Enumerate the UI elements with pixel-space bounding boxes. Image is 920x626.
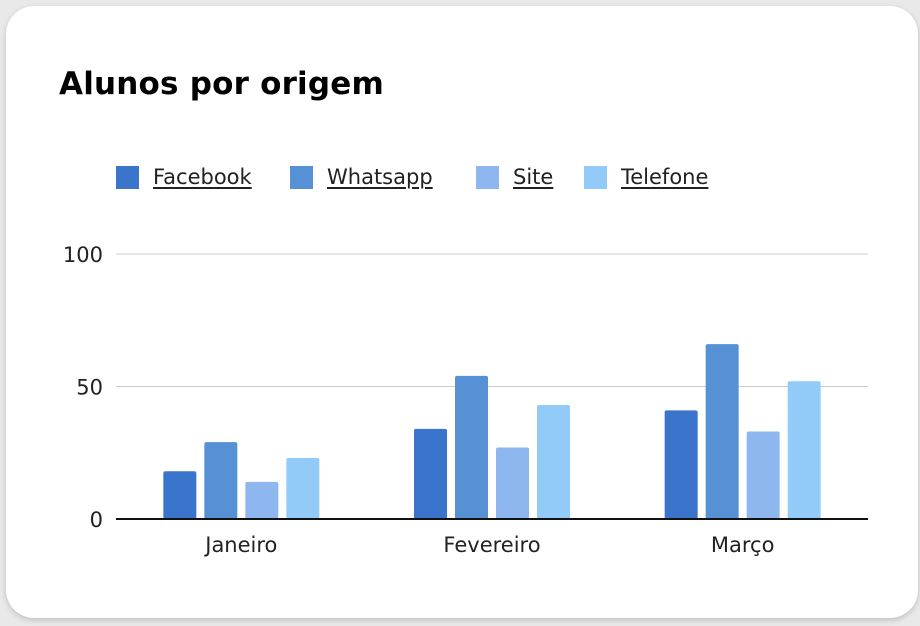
legend-item-site[interactable]: Site	[476, 162, 553, 192]
bar-telefone-fevereiro	[537, 405, 570, 519]
legend-label-telefone: Telefone	[621, 165, 709, 189]
bar-site-fevereiro	[496, 447, 529, 519]
bar-whatsapp-janeiro	[204, 442, 238, 519]
bar-whatsapp-março	[705, 344, 739, 519]
x-tick-label-1: Janeiro	[203, 533, 277, 557]
bar-telefone-março	[787, 381, 821, 519]
bar-site-março	[746, 431, 780, 519]
legend-label-whatsapp: Whatsapp	[327, 165, 433, 189]
bar-whatsapp-fevereiro	[455, 375, 488, 519]
legend-item-whatsapp[interactable]: Whatsapp	[290, 162, 433, 192]
legend-swatch-facebook	[116, 165, 139, 189]
legend-swatch-telefone	[584, 165, 607, 189]
legend-label-site: Site	[513, 165, 554, 189]
bar-facebook-março	[664, 410, 698, 519]
bar-site-janeiro	[245, 481, 279, 519]
x-tick-label-3: Março	[711, 533, 775, 557]
bar-facebook-fevereiro	[414, 428, 447, 519]
bar-telefone-janeiro	[286, 458, 320, 519]
chart-title: Alunos por origem	[59, 66, 384, 102]
y-tick-label-50: 50	[76, 376, 103, 400]
y-tick-label-0: 0	[90, 508, 103, 532]
y-tick-label-100: 100	[63, 243, 103, 267]
legend-label-facebook: Facebook	[153, 165, 252, 189]
legend-item-telefone[interactable]: Telefone	[584, 162, 708, 192]
x-tick-label-2: Fevereiro	[443, 533, 540, 557]
legend-swatch-whatsapp	[290, 165, 313, 189]
bar-facebook-janeiro	[163, 471, 197, 519]
legend-item-facebook[interactable]: Facebook	[116, 162, 252, 192]
legend-swatch-site	[476, 165, 499, 189]
